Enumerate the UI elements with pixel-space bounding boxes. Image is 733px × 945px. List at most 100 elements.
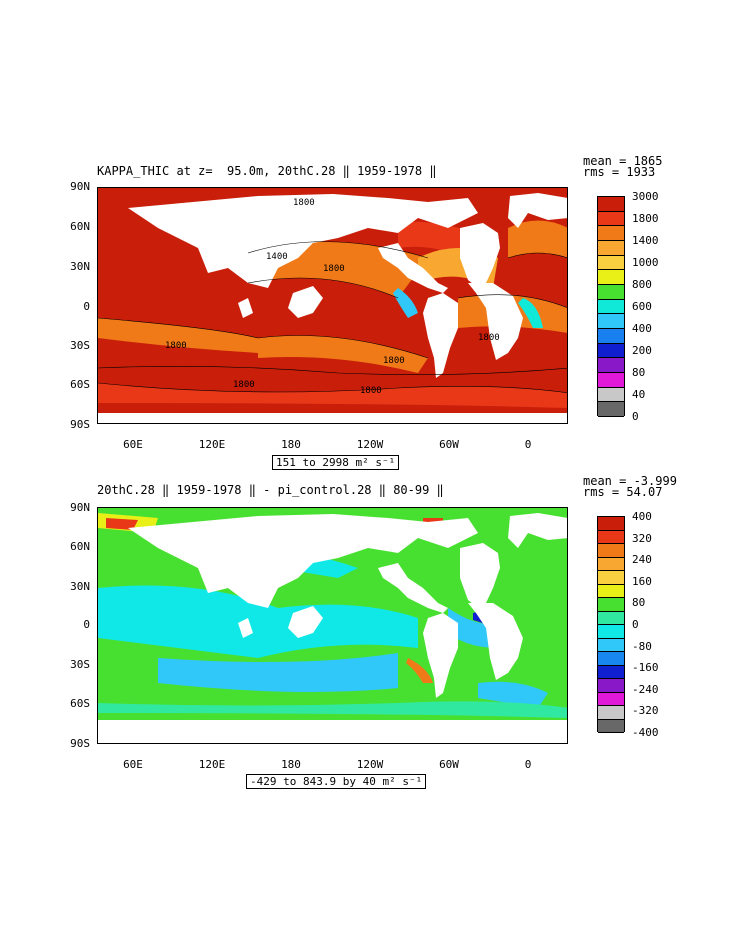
lon-label: 60W (439, 758, 459, 771)
colorbar-swatch (598, 343, 624, 359)
colorbar-label: 40 (632, 388, 646, 401)
colorbar-label: 1400 (632, 234, 659, 247)
colorbar-swatch (598, 328, 624, 344)
contour-label: 1400 (266, 252, 288, 262)
colorbar-swatch (598, 679, 624, 693)
lon-label: 60E (123, 438, 143, 451)
lat-label: 60N (70, 220, 90, 233)
colorbar-swatch (598, 517, 624, 531)
colorbar-label: -160 (632, 661, 659, 675)
colorbar-swatch (598, 625, 624, 639)
lon-label: 120W (356, 758, 384, 771)
panel-title: KAPPA_THIC at z= 95.0m, 20thC.28 ‖ 1959-… (97, 164, 437, 178)
colorbar (597, 516, 625, 733)
map-plot-area (97, 507, 568, 744)
colorbar-swatch (598, 665, 624, 679)
lon-label: 120E (198, 758, 226, 771)
colorbar-label: 80 (632, 366, 646, 379)
colorbar-label: 0 (632, 618, 639, 631)
lat-label: 30S (70, 658, 90, 671)
colorbar-swatch (598, 255, 624, 271)
colorbar-swatch (598, 402, 624, 417)
colorbar-label: 80 (632, 596, 646, 610)
colorbar-swatch (598, 284, 624, 300)
colorbar-swatch (598, 387, 624, 403)
lon-label: 60E (123, 758, 143, 771)
colorbar-swatch (598, 544, 624, 558)
colorbar-label: 1000 (632, 256, 659, 269)
colorbar-label: 200 (632, 344, 652, 357)
lat-label: 60S (70, 378, 90, 391)
lon-label: 120E (198, 438, 226, 451)
range-label: -429 to 843.9 by 40 m² s⁻¹ (246, 774, 427, 789)
colorbar-swatch (598, 270, 624, 285)
rms-stat: rms = 1933 (583, 165, 656, 179)
colorbar-swatch (598, 557, 624, 571)
lat-label: 90N (70, 180, 90, 193)
colorbar-swatch (598, 598, 624, 612)
colorbar-label: 1800 (632, 212, 659, 225)
colorbar-label: 400 (632, 322, 652, 335)
contour-label: 1800 (233, 380, 255, 390)
lat-label: 30N (70, 580, 90, 593)
colorbar-swatch (598, 584, 624, 598)
mean-stat: mean = -3.999 (583, 474, 677, 488)
lon-label: 120W (356, 438, 384, 451)
panel-title: 20thC.28 ‖ 1959-1978 ‖ - pi_control.28 ‖… (97, 483, 444, 497)
rms-stat: rms = 54.07 (583, 485, 663, 499)
colorbar (597, 196, 625, 417)
contour-label: 1800 (478, 333, 500, 343)
colorbar-swatch (598, 692, 624, 706)
map-field (98, 193, 567, 423)
colorbar-label: 160 (632, 574, 652, 588)
lat-label: 60S (70, 697, 90, 710)
colorbar-label: -240 (632, 682, 659, 696)
colorbar-label: 0 (632, 410, 639, 423)
lat-label: 90S (70, 418, 90, 431)
colorbar-swatch (598, 314, 624, 329)
colorbar-label: 3000 (632, 190, 659, 203)
colorbar-swatch (598, 706, 624, 720)
map-plot-area: 1800 1400 1800 1800 1800 1800 1800 1800 (97, 187, 568, 424)
lon-label: 180 (281, 758, 301, 771)
lat-label: 0 (83, 618, 90, 631)
colorbar-swatch (598, 240, 624, 256)
colorbar-swatch (598, 652, 624, 666)
lat-label: 90N (70, 501, 90, 514)
colorbar-swatch (598, 719, 624, 733)
colorbar-label: 320 (632, 531, 652, 545)
colorbar-label: 800 (632, 278, 652, 291)
lon-label: 0 (524, 438, 532, 451)
colorbar-swatch (598, 372, 624, 388)
colorbar-label: 600 (632, 300, 652, 313)
lat-label: 30N (70, 260, 90, 273)
mean-stat: mean = 1865 (583, 154, 663, 168)
colorbar-swatch (598, 226, 624, 241)
contour-label: 1800 (323, 264, 345, 274)
lat-label: 0 (83, 300, 90, 313)
lon-label: 0 (524, 758, 532, 771)
colorbar-swatch (598, 299, 624, 315)
top-map-panel: KAPPA_THIC at z= 95.0m, 20thC.28 ‖ 1959-… (0, 150, 733, 480)
contour-label: 1800 (165, 341, 187, 351)
colorbar-label: -400 (632, 726, 659, 739)
range-label: 151 to 2998 m² s⁻¹ (272, 455, 400, 470)
contour-label: 1800 (293, 198, 315, 208)
map-field (98, 513, 567, 743)
lat-label: 30S (70, 339, 90, 352)
lat-label: 60N (70, 540, 90, 553)
colorbar-swatch (598, 571, 624, 585)
lon-label: 60W (439, 438, 459, 451)
colorbar-swatch (598, 638, 624, 652)
colorbar-label: 400 (632, 510, 652, 523)
bottom-map-panel: 20thC.28 ‖ 1959-1978 ‖ - pi_control.28 ‖… (0, 470, 733, 800)
contour-label: 1800 (383, 356, 405, 366)
colorbar-swatch (598, 530, 624, 544)
lon-label: 180 (281, 438, 301, 451)
colorbar-swatch (598, 197, 624, 212)
colorbar-swatch (598, 211, 624, 227)
contour-label: 1800 (360, 386, 382, 396)
colorbar-label: 240 (632, 553, 652, 567)
colorbar-label: -80 (632, 639, 652, 653)
lat-label: 90S (70, 737, 90, 750)
